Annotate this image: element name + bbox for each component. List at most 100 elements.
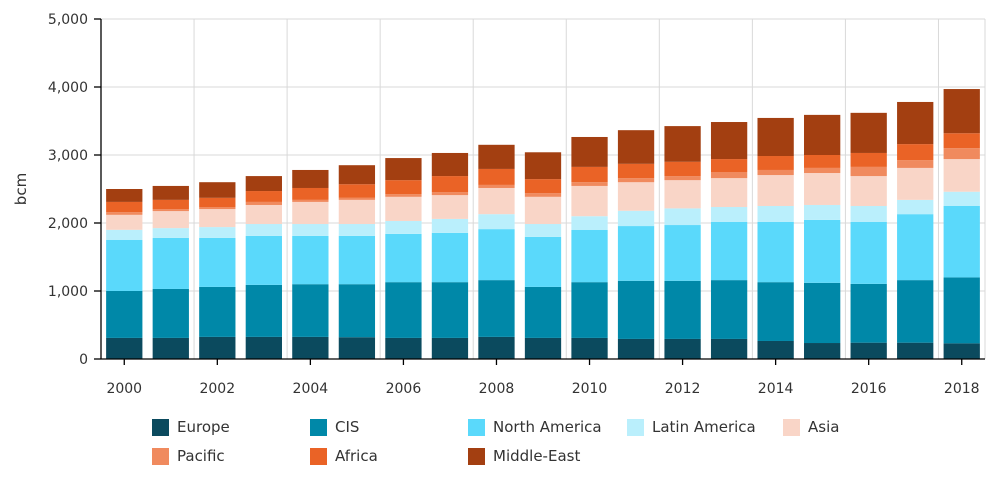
y-tick-label: 4,000: [48, 80, 88, 96]
bar-segment: [152, 288, 189, 338]
bar-segment: [571, 185, 608, 217]
bar-segment: [385, 220, 422, 234]
bar-segment: [106, 240, 143, 291]
bar-segment: [106, 337, 143, 359]
bar-segment: [338, 197, 376, 200]
bar-segment: [850, 176, 887, 206]
bar-segment: [804, 282, 841, 344]
bar-segment: [152, 185, 189, 200]
bar-segment: [664, 180, 701, 209]
y-tick-label: 2,000: [48, 216, 88, 232]
bar-segment: [524, 196, 562, 225]
bar-segment: [292, 201, 329, 225]
bar-segment: [524, 193, 562, 197]
bar-segment: [664, 280, 701, 339]
bar-segment: [385, 194, 422, 197]
x-tick-label: 2002: [199, 381, 235, 397]
bar-segment: [431, 192, 469, 196]
bar-segment: [664, 208, 701, 226]
bar-segment: [245, 201, 282, 205]
bar-segment: [757, 206, 794, 222]
bar-segment: [710, 207, 748, 222]
bar-segment: [478, 184, 515, 188]
bar-segment: [571, 182, 608, 186]
bar-segment: [617, 226, 655, 281]
bar-segment: [943, 159, 980, 192]
bar-segment: [757, 169, 794, 176]
legend-item[interactable]: Europe: [152, 417, 230, 437]
legend-swatch: [310, 447, 327, 465]
legend-item[interactable]: North America: [468, 417, 602, 437]
bar-segment: [897, 199, 934, 215]
bar-segment: [710, 172, 748, 179]
legend-label: Pacific: [177, 447, 225, 465]
legend-swatch: [152, 447, 169, 465]
bar-segment: [804, 343, 841, 359]
bar-segment: [943, 133, 980, 149]
bar-segment: [478, 214, 515, 230]
bar-segment: [664, 225, 701, 281]
bar-segment: [804, 167, 841, 174]
bar-segment: [106, 291, 143, 338]
bar-segment: [106, 229, 143, 240]
x-tick-label: 2008: [479, 381, 515, 397]
bar-segment: [199, 207, 236, 210]
bar-segment: [943, 191, 980, 206]
legend-item[interactable]: Middle-East: [468, 446, 580, 466]
bar-segment: [943, 89, 980, 134]
x-tick-label: 2012: [665, 381, 701, 397]
bar-segment: [478, 168, 515, 185]
axes: 0 1,000 2,000 3,000 4,000 5,000 2000 2002 2004 20…: [48, 12, 985, 397]
legend-label: North America: [493, 418, 602, 436]
legend-item[interactable]: Latin America: [627, 417, 756, 437]
legend-item[interactable]: Africa: [310, 446, 378, 466]
bar-segment: [710, 221, 748, 281]
y-tick-label: 3,000: [48, 148, 88, 164]
bar-segment: [850, 152, 887, 167]
bar-segment: [710, 122, 748, 160]
legend-item[interactable]: Asia: [783, 417, 839, 437]
bar-segment: [152, 199, 189, 210]
bar-segment: [152, 209, 189, 212]
bar-segment: [385, 196, 422, 221]
bar-segment: [943, 343, 980, 359]
bar-segment: [338, 184, 376, 198]
bar-segment: [524, 224, 562, 237]
bar-segment: [199, 237, 236, 287]
bar-segment: [757, 282, 794, 341]
legend-item[interactable]: Pacific: [152, 446, 225, 466]
bar-segment: [850, 342, 887, 359]
bars: [106, 89, 980, 359]
bar-segment: [710, 159, 748, 172]
bar-segment: [245, 235, 282, 285]
bar-segment: [617, 178, 655, 183]
legend-item[interactable]: CIS: [310, 417, 359, 437]
bar-segment: [617, 338, 655, 359]
x-tick-label: 2006: [386, 381, 422, 397]
bar-segment: [943, 206, 980, 278]
legend-swatch: [468, 418, 485, 436]
bar-segment: [897, 280, 934, 343]
bar-segment: [245, 176, 282, 192]
legend-label: Africa: [335, 447, 378, 465]
bar-segment: [245, 284, 282, 337]
bar-segment: [478, 229, 515, 281]
legend-label: Asia: [808, 418, 840, 436]
bar-segment: [757, 156, 794, 170]
bar-segment: [617, 182, 655, 211]
bar-segment: [338, 235, 376, 285]
bar-segment: [943, 277, 980, 344]
bar-segment: [106, 214, 143, 230]
bar-segment: [199, 197, 236, 208]
bar-segment: [664, 338, 701, 359]
bar-segment: [292, 284, 329, 337]
legend-label: Europe: [177, 418, 230, 436]
bar-segment: [106, 189, 143, 202]
legend-swatch: [468, 447, 485, 465]
bar-segment: [664, 126, 701, 162]
x-tick-label: 2004: [293, 381, 329, 397]
x-tick-label: 2018: [944, 381, 980, 397]
bar-segment: [338, 284, 376, 338]
bar-segment: [710, 338, 748, 359]
